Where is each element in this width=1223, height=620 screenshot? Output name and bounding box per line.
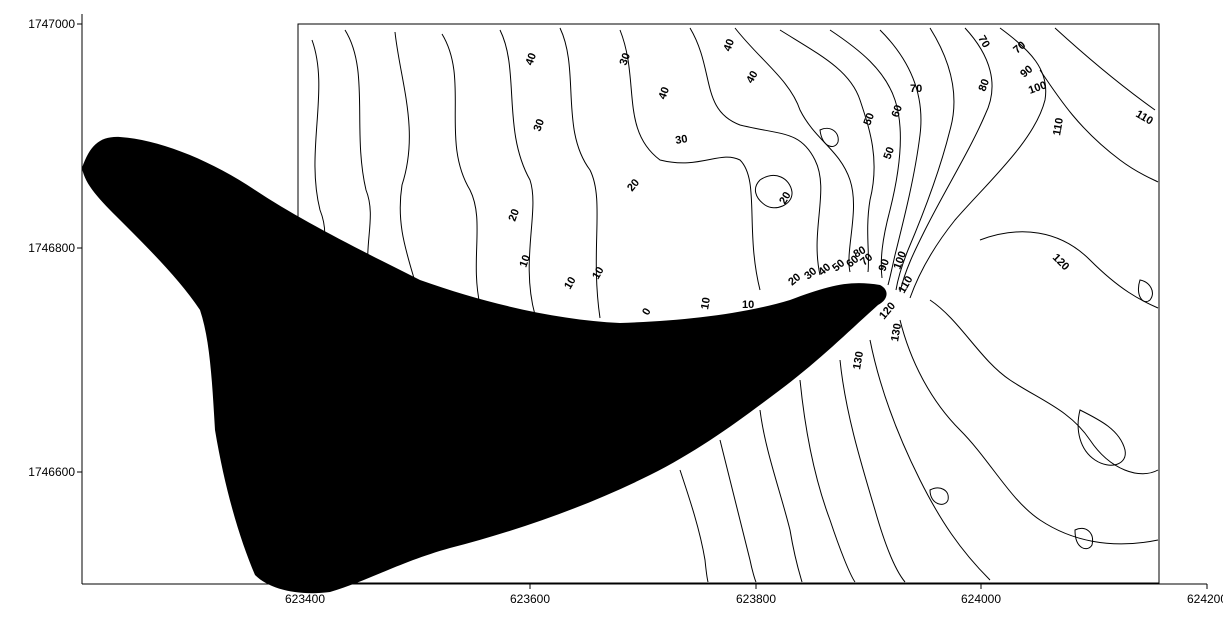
contour-label: 110	[1134, 108, 1155, 127]
contour-label: 90	[1018, 63, 1035, 80]
y-tick-label: 1746600	[28, 465, 75, 479]
contour-label: 40	[657, 85, 672, 101]
contour-label: 40	[524, 51, 539, 67]
contour-label: 90	[877, 257, 892, 273]
x-tick-label: 624000	[961, 592, 1001, 606]
contour-label: 20	[786, 271, 803, 288]
contour-label: 100	[892, 250, 910, 271]
contour-label: 40	[722, 37, 737, 53]
x-tick-label: 623600	[510, 592, 550, 606]
contour-label: 110	[1051, 117, 1066, 137]
contour-label: 20	[777, 190, 794, 207]
contour-label: 20	[625, 177, 642, 194]
contour-label: 130	[851, 350, 866, 370]
contour-label: 70	[1011, 39, 1028, 56]
contour-label: 70	[975, 34, 992, 51]
contour-label: 10	[562, 275, 579, 292]
x-tick-marks	[304, 584, 1208, 589]
filled-region	[82, 136, 887, 594]
contour-label: 0	[640, 306, 653, 317]
contour-label: 50	[862, 111, 877, 127]
y-tick-label: 1747000	[28, 17, 75, 31]
contour-label: 30	[618, 51, 633, 67]
contour-label: 20	[507, 207, 522, 223]
contour-label: 50	[882, 145, 897, 161]
y-tick-marks	[77, 23, 82, 473]
contour-lines	[311, 27, 1159, 583]
contour-label: 30	[674, 133, 688, 147]
contour-label: 120	[1050, 252, 1071, 273]
contour-label: 10	[699, 296, 713, 310]
y-tick-label: 1746800	[28, 241, 75, 255]
contour-label: 30	[532, 117, 547, 133]
x-tick-label: 623400	[285, 592, 325, 606]
contour-label: 40	[744, 69, 761, 86]
contour-label: 130	[889, 322, 904, 342]
contour-label: 80	[852, 244, 869, 261]
contour-labels: 40 30 40 40 70 70 80 90 100 110 110 30 4…	[507, 34, 1155, 371]
contour-label: 80	[977, 77, 992, 93]
contour-label: 100	[1027, 79, 1048, 97]
contour-label: 70	[910, 83, 922, 95]
contour-label: 10	[742, 299, 754, 311]
x-tick-label: 623800	[736, 592, 776, 606]
x-tick-label: 624200	[1187, 592, 1223, 606]
contour-label: 10	[590, 265, 607, 282]
contour-label: 60	[890, 103, 905, 119]
contour-label: 10	[518, 253, 533, 269]
